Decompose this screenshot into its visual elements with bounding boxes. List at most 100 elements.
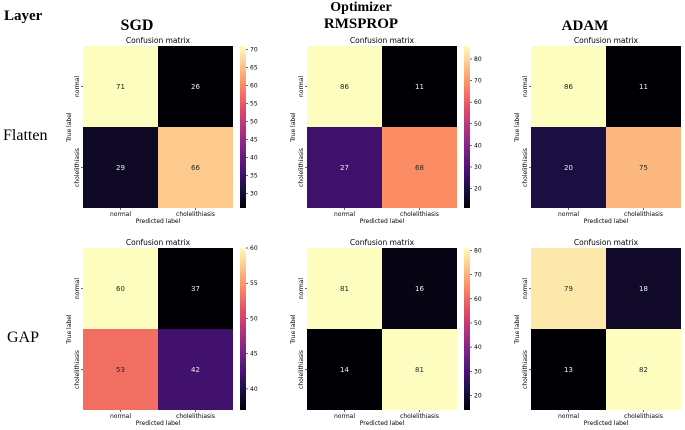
panel-4-title: Confusion matrix bbox=[126, 238, 191, 247]
panel-1-colorbar-tick-8: 70 bbox=[250, 47, 258, 54]
panel-2-cell-0-1 bbox=[382, 46, 457, 127]
panel-4-cell-label-1-1: 42 bbox=[191, 366, 200, 374]
panel-1-xtick-0: normal bbox=[110, 211, 131, 218]
panel-3-xtick-0: normal bbox=[558, 211, 579, 218]
column-label-sgd: SGD bbox=[121, 17, 154, 34]
panels-group: Confusion matrix 71 26 29 66 normal cholelithi… bbox=[66, 36, 681, 427]
panel-4-cell-label-1-0: 53 bbox=[116, 366, 125, 374]
panel-5-xlabel: Predicted label bbox=[360, 420, 405, 427]
panel-6-cell-label-0-1: 18 bbox=[639, 285, 648, 293]
panel-5-ytick-0: normal bbox=[298, 278, 305, 299]
panel-5-cell-1-1 bbox=[382, 329, 457, 410]
panel-1-cell-label-0-0: 71 bbox=[116, 83, 125, 91]
panel-4-ylabel: True label bbox=[66, 314, 73, 344]
panel-5-cell-label-1-0: 14 bbox=[340, 366, 349, 374]
panel-5-colorbar bbox=[464, 248, 470, 410]
panel-3-cell-label-1-0: 20 bbox=[564, 164, 573, 172]
panel-1-title: Confusion matrix bbox=[126, 36, 191, 45]
panel-6-ylabel: True label bbox=[514, 314, 521, 344]
panel-1-colorbar-tick-6: 60 bbox=[250, 83, 258, 90]
panel-4-colorbar-tick-2: 50 bbox=[250, 315, 258, 322]
panel-5-colorbar-tick-3: 50 bbox=[474, 320, 482, 327]
panel-4-xtick-1: cholelithiasis bbox=[176, 413, 215, 420]
panel-5-cell-label-1-1: 81 bbox=[415, 366, 424, 374]
panel-4-ytick-0: normal bbox=[74, 278, 81, 299]
panel-5-xtick-0: normal bbox=[334, 413, 355, 420]
panel-6-cell-0-0 bbox=[531, 248, 606, 329]
panel-3-xlabel: Predicted label bbox=[584, 218, 629, 225]
panel-6-xtick-1: cholelithiasis bbox=[624, 413, 663, 420]
panel-2-cell-label-0-1: 11 bbox=[415, 83, 424, 91]
panel-1-cell-label-1-1: 66 bbox=[191, 164, 200, 172]
panel-2-cell-label-1-1: 68 bbox=[415, 164, 424, 172]
panel-6-cell-label-1-1: 82 bbox=[639, 366, 648, 374]
panel-6-cell-0-1 bbox=[606, 248, 681, 329]
panel-2-colorbar-tick-3: 50 bbox=[474, 121, 482, 128]
panel-1-cell-0-1 bbox=[158, 46, 233, 127]
panel-2-colorbar-tick-4: 60 bbox=[474, 99, 482, 106]
panel-1-colorbar-tick-3: 45 bbox=[250, 137, 258, 144]
panel-2-colorbar-tick-5: 70 bbox=[474, 78, 482, 85]
panel-1-cell-0-0 bbox=[83, 46, 158, 127]
panel-4-cell-0-1 bbox=[158, 248, 233, 329]
panel-3: Confusion matrix 86 11 20 75 normal cholelithi… bbox=[514, 36, 681, 225]
panel-5: Confusion matrix 81 16 14 81 normal cholelithi… bbox=[290, 238, 482, 427]
panel-5-cell-label-0-1: 16 bbox=[415, 285, 424, 293]
panel-2-cell-0-0 bbox=[307, 46, 382, 127]
panel-5-cell-0-1 bbox=[382, 248, 457, 329]
panel-2: Confusion matrix 86 11 27 68 normal cholelithi… bbox=[290, 36, 482, 225]
panel-1-xtick-1: cholelithiasis bbox=[176, 211, 215, 218]
panel-4-cell-1-0 bbox=[83, 329, 158, 410]
panel-3-ytick-1: cholelithiasis bbox=[522, 148, 529, 187]
panel-3-cell-label-0-0: 86 bbox=[564, 83, 573, 91]
panel-2-xlabel: Predicted label bbox=[360, 218, 405, 225]
panel-5-ytick-1: cholelithiasis bbox=[298, 350, 305, 389]
panel-1-colorbar-tick-5: 55 bbox=[250, 101, 258, 108]
panel-2-colorbar-tick-1: 30 bbox=[474, 164, 482, 171]
panel-2-colorbar bbox=[464, 46, 470, 208]
panel-2-xtick-1: cholelithiasis bbox=[400, 211, 439, 218]
panel-1-colorbar-tick-2: 40 bbox=[250, 155, 258, 162]
panel-4-cell-label-0-1: 37 bbox=[191, 285, 200, 293]
panel-1-ylabel: True label bbox=[66, 112, 73, 142]
panel-2-xtick-0: normal bbox=[334, 211, 355, 218]
panel-4-ytick-1: cholelithiasis bbox=[74, 350, 81, 389]
panel-1-cell-1-1 bbox=[158, 127, 233, 208]
panel-6-ytick-0: normal bbox=[522, 278, 529, 299]
panel-6-xtick-0: normal bbox=[558, 413, 579, 420]
panel-1: Confusion matrix 71 26 29 66 normal cholelithi… bbox=[66, 36, 258, 225]
panel-5-colorbar-tick-6: 80 bbox=[474, 247, 482, 254]
panel-3-ylabel: True label bbox=[514, 112, 521, 142]
panel-3-cell-1-1 bbox=[606, 127, 681, 208]
panel-1-colorbar-tick-7: 65 bbox=[250, 65, 258, 72]
panel-6-title: Confusion matrix bbox=[574, 238, 639, 247]
panel-5-title: Confusion matrix bbox=[350, 238, 415, 247]
panel-2-cell-label-0-0: 86 bbox=[340, 83, 349, 91]
panel-2-colorbar-tick-0: 20 bbox=[474, 186, 482, 193]
panel-2-ytick-0: normal bbox=[298, 76, 305, 97]
layer-heading: Layer bbox=[4, 8, 43, 24]
panel-4-colorbar-tick-4: 60 bbox=[250, 245, 258, 252]
panel-4-colorbar-tick-3: 55 bbox=[250, 280, 258, 287]
panel-5-cell-1-0 bbox=[307, 329, 382, 410]
panel-4-xtick-0: normal bbox=[110, 413, 131, 420]
panel-4-colorbar-tick-1: 45 bbox=[250, 351, 258, 358]
panel-1-ytick-0: normal bbox=[74, 76, 81, 97]
panel-3-title: Confusion matrix bbox=[574, 36, 639, 45]
panel-2-cell-1-0 bbox=[307, 127, 382, 208]
panel-3-cell-label-1-1: 75 bbox=[639, 164, 648, 172]
panel-4-colorbar-tick-0: 40 bbox=[250, 386, 258, 393]
panel-5-colorbar-tick-2: 40 bbox=[474, 344, 482, 351]
panel-4-xlabel: Predicted label bbox=[136, 420, 181, 427]
panel-2-colorbar-tick-2: 40 bbox=[474, 142, 482, 149]
panel-1-cell-label-1-0: 29 bbox=[116, 164, 125, 172]
panel-6-cell-1-0 bbox=[531, 329, 606, 410]
panel-3-xtick-1: cholelithiasis bbox=[624, 211, 663, 218]
panel-6-ytick-1: cholelithiasis bbox=[522, 350, 529, 389]
panel-1-ytick-1: cholelithiasis bbox=[74, 148, 81, 187]
column-label-adam: ADAM bbox=[562, 18, 609, 34]
panel-6-xlabel: Predicted label bbox=[584, 420, 629, 427]
panel-1-cell-1-0 bbox=[83, 127, 158, 208]
column-label-rmsprop: RMSPROP bbox=[324, 16, 398, 32]
